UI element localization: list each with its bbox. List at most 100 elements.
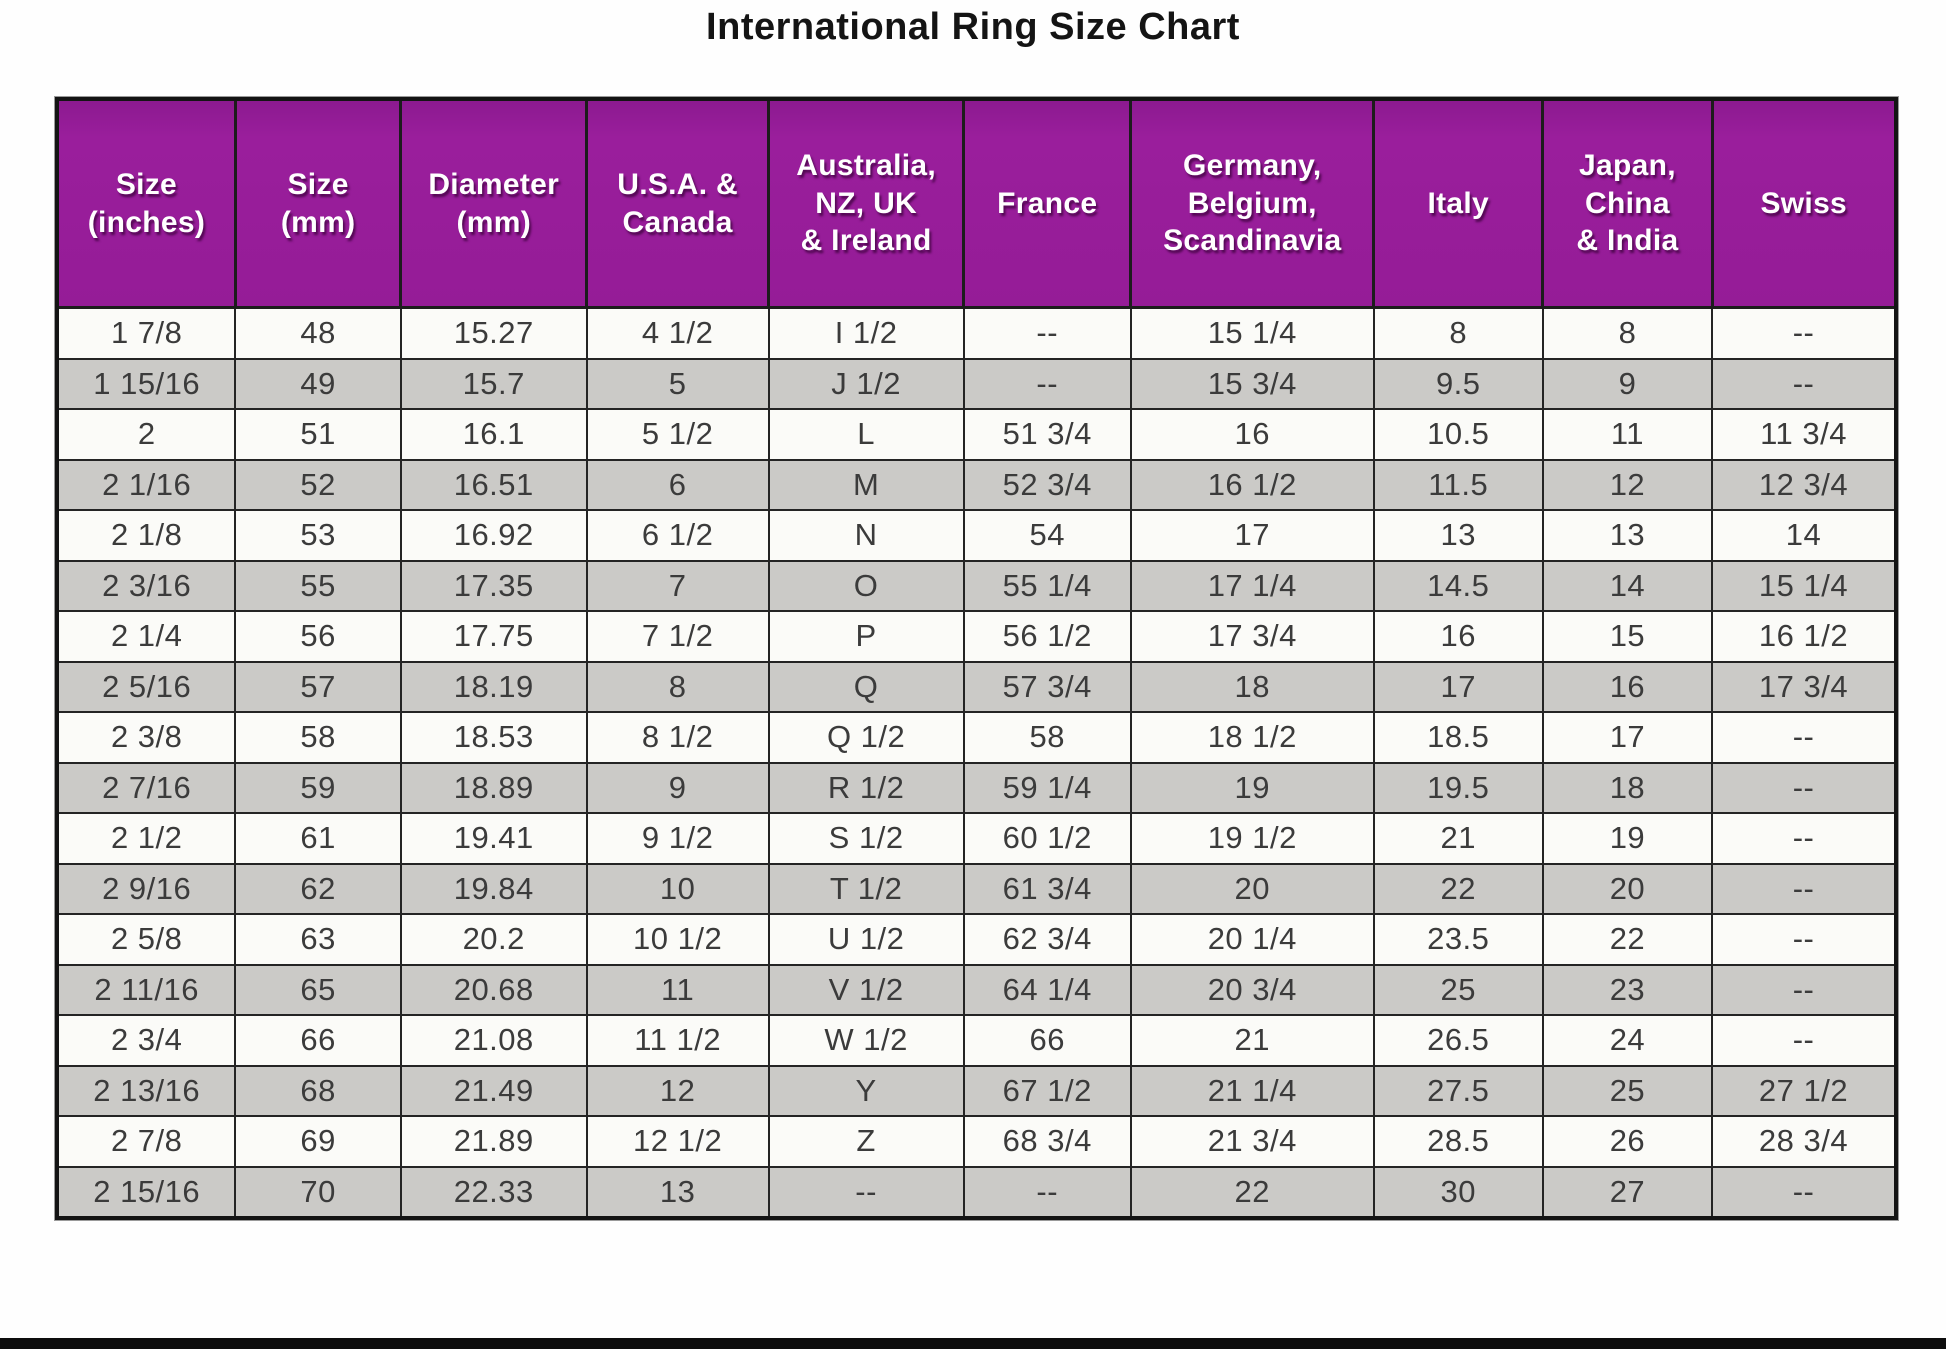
cell: 21.49 (399, 1064, 588, 1117)
cell: 59 (234, 761, 402, 814)
table-row: 2 3/16 55 17.35 7 O 55 1/4 17 1/4 14.5 14 15 1/4 (55, 559, 1897, 612)
cell: 60 1/2 (962, 812, 1132, 865)
cell: 10.5 (1372, 408, 1544, 461)
cell: 15 (1541, 610, 1714, 663)
column-header: Australia, NZ, UK & Ireland (767, 97, 966, 309)
cell: 56 (234, 610, 402, 663)
cell: 20.68 (399, 963, 588, 1016)
cell: 22 (1541, 913, 1714, 966)
cell: 23.5 (1372, 913, 1544, 966)
cell: -- (767, 1165, 965, 1219)
cell: -- (1711, 963, 1897, 1016)
table-row: 2 7/16 59 18.89 9 R 1/2 59 1/4 19 19.5 18 -- (55, 761, 1897, 814)
cell: 11 (1541, 408, 1714, 461)
column-header: Italy (1372, 97, 1545, 309)
cell: M (767, 458, 965, 511)
cell: 17 (1541, 711, 1714, 764)
column-header: Diameter (mm) (399, 97, 589, 309)
cell: 20.2 (399, 913, 588, 966)
cell: 20 (1129, 862, 1375, 915)
bottom-bar (0, 1338, 1946, 1349)
cell: 10 (585, 862, 770, 915)
cell: -- (1711, 812, 1897, 865)
cell: 21 (1129, 1014, 1375, 1067)
cell: 8 (1541, 306, 1714, 360)
cell: 52 (234, 458, 402, 511)
cell: 2 1/16 (55, 458, 237, 511)
cell: 52 3/4 (962, 458, 1132, 511)
cell: 28.5 (1372, 1115, 1544, 1168)
cell: 2 3/4 (55, 1014, 237, 1067)
cell: 27 (1541, 1165, 1714, 1219)
cell: 64 1/4 (962, 963, 1132, 1016)
table-row: 2 1/8 53 16.92 6 1/2 N 54 17 13 13 14 (55, 509, 1897, 562)
cell: N (767, 509, 965, 562)
column-header: Germany, Belgium, Scandinavia (1129, 97, 1376, 309)
column-header: France (962, 97, 1133, 309)
cell: Q (767, 660, 965, 713)
cell: 19.5 (1372, 761, 1544, 814)
cell: 61 3/4 (962, 862, 1132, 915)
table-row: 2 11/16 65 20.68 11 V 1/2 64 1/4 20 3/4 25 23 -- (55, 963, 1897, 1016)
cell: 51 3/4 (962, 408, 1132, 461)
cell: 58 (234, 711, 402, 764)
cell: 2 7/16 (55, 761, 237, 814)
cell: 67 1/2 (962, 1064, 1132, 1117)
cell: 63 (234, 913, 402, 966)
cell: 21 3/4 (1129, 1115, 1375, 1168)
table-row: 1 7/8 48 15.27 4 1/2 I 1/2 -- 15 1/4 8 8 -- (55, 306, 1897, 360)
cell: 14 (1711, 509, 1897, 562)
cell: 2 3/16 (55, 559, 237, 612)
cell: -- (1711, 1014, 1897, 1067)
cell: O (767, 559, 965, 612)
cell: 16 (1541, 660, 1714, 713)
cell: U 1/2 (767, 913, 965, 966)
cell: 6 (585, 458, 770, 511)
cell: 21 (1372, 812, 1544, 865)
cell: 30 (1372, 1165, 1544, 1219)
cell: 51 (234, 408, 402, 461)
cell: 53 (234, 509, 402, 562)
column-header: Size (inches) (55, 97, 237, 309)
cell: 48 (234, 306, 402, 360)
cell: 5 1/2 (585, 408, 770, 461)
cell: 17 (1372, 660, 1544, 713)
cell: 62 (234, 862, 402, 915)
cell: 2 13/16 (55, 1064, 237, 1117)
cell: 21 1/4 (1129, 1064, 1375, 1117)
cell: 55 1/4 (962, 559, 1132, 612)
cell: 20 1/4 (1129, 913, 1375, 966)
page-title: International Ring Size Chart (706, 6, 1240, 48)
ring-size-table: Size (inches) Size (mm) Diameter (mm) U.S.A… (55, 97, 1898, 1220)
cell: 17 3/4 (1711, 660, 1897, 713)
cell: 18 (1129, 660, 1375, 713)
cell: 7 (585, 559, 770, 612)
cell: 11.5 (1372, 458, 1544, 511)
cell: 15.7 (399, 357, 588, 410)
cell: V 1/2 (767, 963, 965, 1016)
cell: 17.35 (399, 559, 588, 612)
cell: 16 (1372, 610, 1544, 663)
cell: Z (767, 1115, 965, 1168)
cell: 12 3/4 (1711, 458, 1897, 511)
cell: 57 3/4 (962, 660, 1132, 713)
cell: I 1/2 (767, 306, 965, 360)
cell: 16.92 (399, 509, 588, 562)
cell: 8 1/2 (585, 711, 770, 764)
cell: -- (1711, 1165, 1897, 1219)
cell: -- (1711, 711, 1897, 764)
cell: 11 1/2 (585, 1014, 770, 1067)
cell: 26 (1541, 1115, 1714, 1168)
table-row: 2 1/2 61 19.41 9 1/2 S 1/2 60 1/2 19 1/2 21 19 -- (55, 812, 1897, 865)
cell: 11 (585, 963, 770, 1016)
cell: 18.5 (1372, 711, 1544, 764)
cell: 21.08 (399, 1014, 588, 1067)
cell: 21.89 (399, 1115, 588, 1168)
cell: 6 1/2 (585, 509, 770, 562)
cell: 18.89 (399, 761, 588, 814)
cell: 23 (1541, 963, 1714, 1016)
cell: 28 3/4 (1711, 1115, 1897, 1168)
cell: 1 7/8 (55, 306, 237, 360)
cell: Y (767, 1064, 965, 1117)
cell: 55 (234, 559, 402, 612)
